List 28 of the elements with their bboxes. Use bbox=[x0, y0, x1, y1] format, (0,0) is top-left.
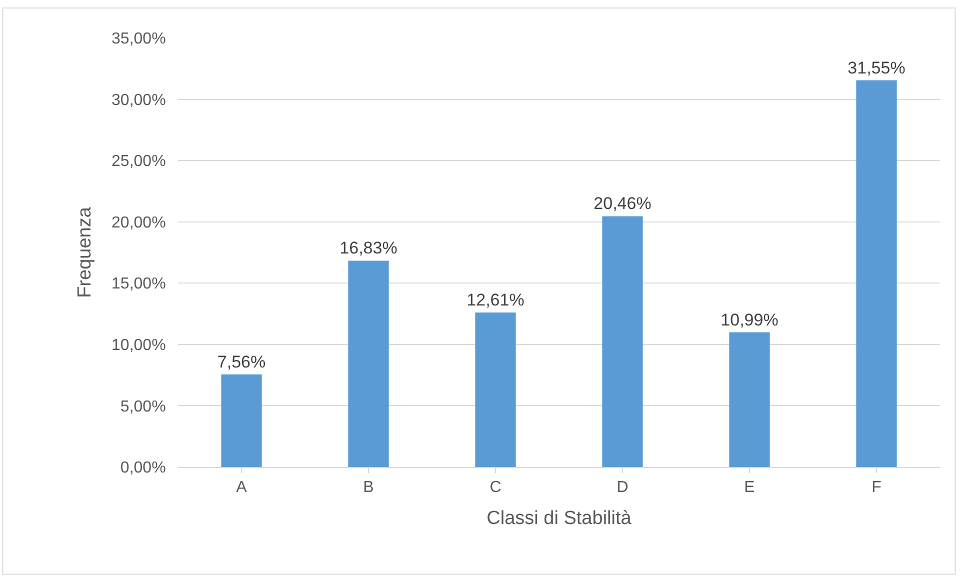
x-axis-title: Classi di Stabilità bbox=[486, 508, 632, 529]
bar bbox=[602, 216, 643, 467]
x-tick-label: B bbox=[363, 479, 374, 496]
data-label: 31,55% bbox=[848, 58, 906, 78]
y-tick-label: 0,00% bbox=[120, 460, 166, 477]
y-tick-label: 25,00% bbox=[112, 153, 166, 170]
bar bbox=[348, 260, 389, 467]
x-tick-label: E bbox=[744, 479, 755, 496]
y-axis-title: Frequenza bbox=[74, 206, 96, 298]
x-tick-label: C bbox=[490, 479, 502, 496]
data-label: 12,61% bbox=[466, 290, 524, 310]
data-label: 20,46% bbox=[594, 194, 652, 214]
y-tick-label: 30,00% bbox=[112, 92, 166, 109]
y-tick-label: 10,00% bbox=[112, 337, 166, 354]
data-label: 16,83% bbox=[340, 238, 398, 258]
bar bbox=[856, 80, 897, 467]
x-tick-label: F bbox=[872, 479, 882, 496]
bar bbox=[729, 332, 770, 467]
x-tick-label: D bbox=[616, 479, 628, 496]
data-label: 7,56% bbox=[217, 352, 266, 372]
y-tick-label: 15,00% bbox=[112, 276, 166, 293]
y-tick-label: 35,00% bbox=[112, 30, 166, 48]
y-tick-label: 5,00% bbox=[120, 398, 166, 416]
y-tick-label: 20,00% bbox=[112, 214, 166, 232]
bar bbox=[221, 374, 262, 467]
x-tick-label: A bbox=[236, 479, 248, 496]
bar bbox=[475, 312, 516, 467]
data-label: 10,99% bbox=[720, 310, 778, 330]
